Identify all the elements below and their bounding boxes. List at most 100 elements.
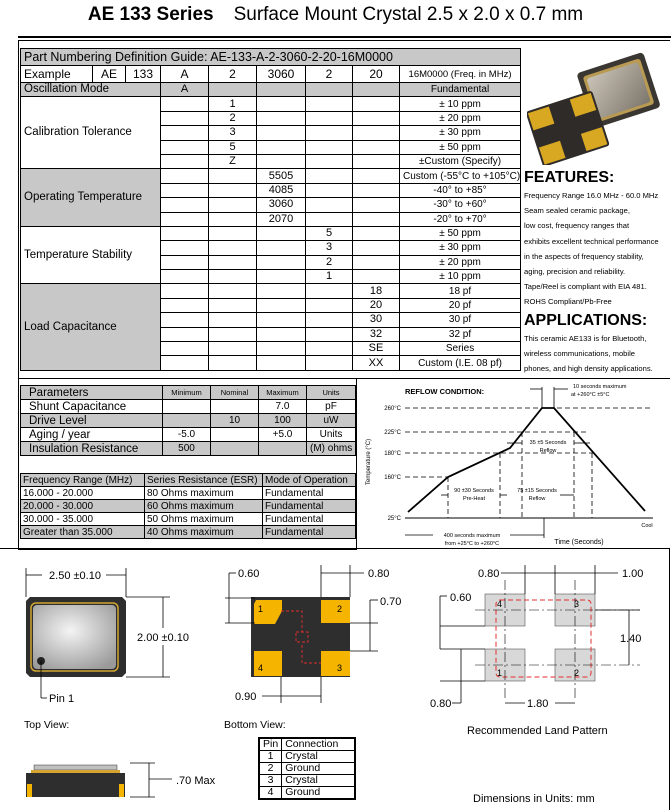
empty-cell <box>305 211 353 227</box>
params-cell <box>162 399 211 414</box>
pin-connection-table: Pin Connection 1 Crystal 2 Ground 3 Crystal 4 Gro… <box>258 737 357 800</box>
pn-section-row: 5 ± 50 ppm <box>21 139 522 155</box>
code-cell: 1 <box>305 269 353 285</box>
pn-section-row: 20 20 pf <box>21 297 522 314</box>
pn-section-row: 1 ± 10 ppm <box>21 269 522 285</box>
esr-cell: 80 Ohms maximum <box>144 486 263 500</box>
pn-section-row: Operating Temperature 5505 Custom (-55°C t… <box>20 168 522 227</box>
esr-cell: 20.000 - 30.000 <box>20 499 145 513</box>
drawings-frame <box>0 548 670 810</box>
applications-line: wireless communications, mobile <box>524 348 635 358</box>
reflow-arrows <box>405 442 590 538</box>
land-dim-0-80-top: 0.80 <box>478 568 499 580</box>
pin-cell: 4 <box>258 786 283 800</box>
empty-cell <box>160 211 209 227</box>
empty-cell <box>352 254 400 271</box>
pn-section-row: XX Custom (I.E. 08 pf) <box>21 355 522 371</box>
empty-cell <box>208 341 257 357</box>
desc-cell: ± 10 ppm <box>398 269 522 285</box>
empty-cell <box>305 197 353 213</box>
pn-section-row: Z ±Custom (Specify) <box>21 153 522 170</box>
pn-example-row: Example AE 133 A 2 3060 2 20 16M0000 (Freq. in M… <box>20 65 522 83</box>
pn-section-row: 2 ± 20 ppm <box>21 254 522 271</box>
top-view-drawing: 2.50 ±0.10 2.00 ±0.10 Pin 1 Top View: <box>24 568 189 798</box>
esr-cell: Fundamental <box>262 486 356 500</box>
params-row: Drive Level 10 100 uW <box>20 413 356 428</box>
pin-cell: Crystal <box>281 774 356 787</box>
code-cell: 2070 <box>256 211 306 227</box>
reflow-guides <box>405 407 651 518</box>
applications-line: phones, and high density applications. <box>524 364 653 374</box>
empty-cell <box>352 81 400 98</box>
features-line: Frequency Range 16.0 MHz - 60.0 MHz <box>524 191 659 200</box>
code-cell: Z <box>208 153 257 170</box>
code-cell: A <box>160 81 209 98</box>
params-row: Shunt Capacitance 7.0 pF <box>20 399 356 414</box>
empty-cell <box>256 225 306 242</box>
code-cell: 32 <box>352 326 400 343</box>
esr-cell: 30.000 - 35.000 <box>20 512 145 526</box>
params-cell: uW <box>306 413 356 428</box>
desc-cell: 20 pf <box>398 297 522 314</box>
pn-section-row: 4085 -40° to +85° <box>21 182 522 199</box>
empty-cell <box>305 110 353 127</box>
pad-label-4: 4 <box>258 663 263 673</box>
desc-cell: -20° to +70° <box>398 211 522 227</box>
code-cell: 3060 <box>256 197 306 213</box>
features-line: ROHS Compliant/Pb-Free <box>524 297 612 307</box>
params-cell <box>210 441 259 456</box>
params-cell <box>258 441 307 456</box>
features-line: Seam sealed ceramic package, <box>524 206 630 216</box>
code-cell: 5 <box>208 139 257 155</box>
esr-header-cell: Frequency Range (MHz) <box>20 473 145 487</box>
empty-cell <box>352 269 400 285</box>
desc-cell: ± 30 ppm <box>398 125 522 141</box>
example-cell: 3060 <box>256 65 306 83</box>
empty-cell <box>256 355 306 371</box>
section-label: Load Capacitance <box>20 283 161 371</box>
code-cell: 3 <box>208 125 257 141</box>
desc-cell: ± 20 ppm <box>398 110 522 127</box>
params-header-cell: Nominal <box>210 385 259 400</box>
empty-cell <box>208 225 257 242</box>
desc-cell: ± 30 ppm <box>398 240 522 256</box>
part-numbering-table: Part Numbering Definition Guide: AE-133-… <box>19 48 522 371</box>
page-title: AE 133 Series Surface Mount Crystal 2.5 x… <box>0 4 671 26</box>
reflow-chart: REFLOW CONDITION: 10 seconds maximum at … <box>366 384 653 547</box>
esr-row: Greater than 35.000 40 Ohms maximum Fundam… <box>20 525 356 539</box>
empty-cell <box>160 197 209 213</box>
empty-cell <box>160 96 209 112</box>
code-cell: 20 <box>352 297 400 314</box>
section-label: Temperature Stability <box>20 225 161 285</box>
params-cell: 7.0 <box>258 399 307 414</box>
land-pattern-title: Recommended Land Pattern <box>467 725 608 737</box>
tick-160: 160°C <box>384 475 401 481</box>
empty-cell <box>305 355 353 371</box>
empty-cell <box>208 81 257 98</box>
total-time-label: 400 seconds maximum <box>444 533 501 539</box>
esr-cell: Fundamental <box>262 525 356 539</box>
empty-cell <box>160 269 209 285</box>
code-cell: 3 <box>305 240 353 256</box>
code-cell: 5 <box>305 225 353 242</box>
esr-cell: 60 Ohms maximum <box>144 499 263 513</box>
features-section: FEATURES: Frequency Range 16.0 MHz - 60.… <box>524 168 671 376</box>
tick-225: 225°C <box>384 430 401 436</box>
section-label: Oscillation Mode <box>20 81 161 98</box>
empty-cell <box>160 341 209 357</box>
empty-cell <box>208 355 257 371</box>
code-cell: XX <box>352 355 400 371</box>
empty-cell <box>208 182 257 199</box>
empty-cell <box>208 312 257 328</box>
esr-cell: 16.000 - 20.000 <box>20 486 145 500</box>
empty-cell <box>352 153 400 170</box>
reflow75-label: 75 ±15 Seconds <box>517 488 557 494</box>
empty-cell <box>352 182 400 199</box>
pin1-label: Pin 1 <box>49 693 74 705</box>
empty-cell <box>256 341 306 357</box>
params-header-cell: Maximum <box>258 385 307 400</box>
reflow35-sub: Reflow <box>540 448 557 454</box>
pn-section-row: 30 30 pf <box>21 312 522 328</box>
pin-row: 1 Crystal <box>258 750 356 763</box>
